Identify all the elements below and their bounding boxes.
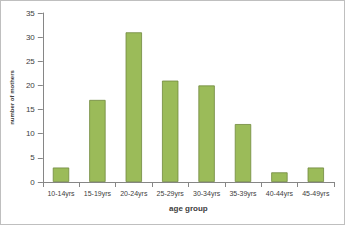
svg-text:age group: age group bbox=[169, 204, 208, 213]
svg-text:40-44yrs: 40-44yrs bbox=[266, 190, 294, 198]
svg-text:35: 35 bbox=[26, 9, 35, 18]
svg-text:number of mothers: number of mothers bbox=[9, 70, 15, 125]
svg-text:25-29yrs: 25-29yrs bbox=[157, 190, 185, 198]
svg-text:0: 0 bbox=[30, 178, 35, 187]
svg-text:30: 30 bbox=[26, 33, 35, 42]
svg-text:35-39yrs: 35-39yrs bbox=[229, 190, 257, 198]
svg-text:5: 5 bbox=[30, 153, 35, 162]
svg-text:10-14yrs: 10-14yrs bbox=[47, 190, 75, 198]
svg-text:20: 20 bbox=[26, 81, 35, 90]
svg-text:15: 15 bbox=[26, 105, 35, 114]
svg-text:10: 10 bbox=[26, 129, 35, 138]
svg-text:45-49yrs: 45-49yrs bbox=[302, 190, 330, 198]
svg-text:20-24yrs: 20-24yrs bbox=[120, 190, 148, 198]
svg-text:30-34yrs: 30-34yrs bbox=[193, 190, 221, 198]
svg-text:25: 25 bbox=[26, 57, 35, 66]
svg-text:15-19yrs: 15-19yrs bbox=[84, 190, 112, 198]
